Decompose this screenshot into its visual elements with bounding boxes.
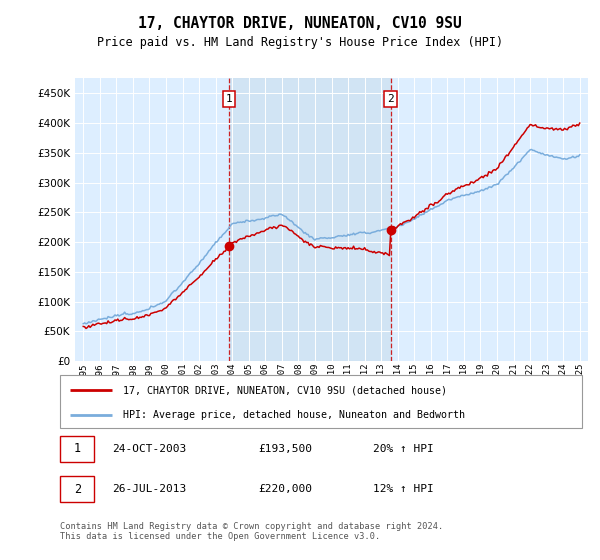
FancyBboxPatch shape — [60, 436, 94, 461]
Text: £193,500: £193,500 — [259, 444, 313, 454]
Text: 2: 2 — [387, 94, 394, 104]
Text: 12% ↑ HPI: 12% ↑ HPI — [373, 484, 434, 494]
Text: 20% ↑ HPI: 20% ↑ HPI — [373, 444, 434, 454]
Text: 17, CHAYTOR DRIVE, NUNEATON, CV10 9SU (detached house): 17, CHAYTOR DRIVE, NUNEATON, CV10 9SU (d… — [122, 385, 446, 395]
Text: 1: 1 — [226, 94, 233, 104]
FancyBboxPatch shape — [60, 375, 582, 428]
Text: HPI: Average price, detached house, Nuneaton and Bedworth: HPI: Average price, detached house, Nune… — [122, 410, 464, 420]
Text: 17, CHAYTOR DRIVE, NUNEATON, CV10 9SU: 17, CHAYTOR DRIVE, NUNEATON, CV10 9SU — [138, 16, 462, 31]
Text: 1: 1 — [74, 442, 81, 455]
Text: Price paid vs. HM Land Registry's House Price Index (HPI): Price paid vs. HM Land Registry's House … — [97, 36, 503, 49]
Text: £220,000: £220,000 — [259, 484, 313, 494]
Text: Contains HM Land Registry data © Crown copyright and database right 2024.
This d: Contains HM Land Registry data © Crown c… — [60, 522, 443, 542]
Text: 2: 2 — [74, 483, 81, 496]
FancyBboxPatch shape — [60, 477, 94, 502]
Text: 24-OCT-2003: 24-OCT-2003 — [112, 444, 187, 454]
Bar — [229, 78, 391, 361]
Text: 26-JUL-2013: 26-JUL-2013 — [112, 484, 187, 494]
